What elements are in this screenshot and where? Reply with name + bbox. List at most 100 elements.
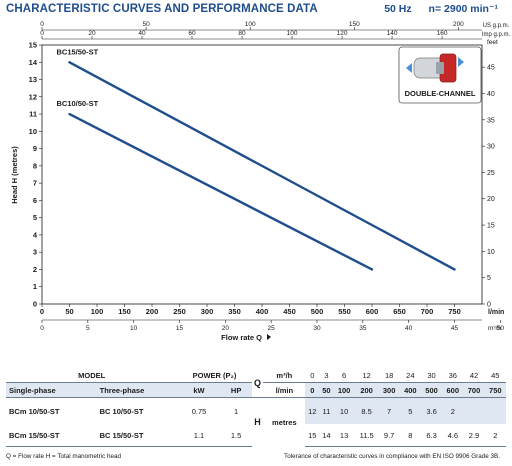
y-tick-label: 13 xyxy=(29,75,37,84)
x-tick-label: 250 xyxy=(173,307,186,316)
single-phase-header: Single-phase xyxy=(6,382,97,398)
impgpm-tick-label: 120 xyxy=(337,30,348,37)
x-tick-label: 300 xyxy=(201,307,214,316)
q-lmin-5: 400 xyxy=(399,382,421,398)
x-tick-label: 200 xyxy=(146,307,159,316)
x-tick-label: 600 xyxy=(366,307,379,316)
impgpm-tick-label: 160 xyxy=(437,30,448,37)
head-value: 11.5 xyxy=(354,424,379,447)
m3h-tick-label: 0 xyxy=(40,325,44,332)
x-tick-label: 400 xyxy=(256,307,269,316)
kw-header: kW xyxy=(177,382,221,398)
h-header: H xyxy=(254,417,261,428)
x-axis-arrow-icon xyxy=(267,334,271,340)
head-value: 8 xyxy=(399,424,421,447)
m3h-tick-label: 20 xyxy=(222,325,230,332)
m3h-tick-label: 40 xyxy=(405,325,413,332)
m3h-unit-label: m³/h xyxy=(488,325,501,332)
right-tick-label: 25 xyxy=(487,170,495,177)
m3h-label: m³/h xyxy=(263,368,306,383)
speed: n= 2900 min⁻¹ xyxy=(428,3,498,15)
head-value: 2 xyxy=(442,397,464,424)
m3h-tick-label: 10 xyxy=(130,325,138,332)
q-m3h-9: 45 xyxy=(484,368,506,383)
power-kw: 1.1 xyxy=(177,424,221,447)
power-hp: 1.5 xyxy=(220,424,252,447)
power-hp: 1 xyxy=(234,406,239,416)
uspgm-tick-label: 150 xyxy=(349,21,360,28)
curve-line xyxy=(68,112,374,271)
y-tick-label: 1 xyxy=(33,282,37,291)
q-m3h-2: 6 xyxy=(333,368,355,383)
q-lmin-1: 50 xyxy=(319,382,334,398)
x-tick-label: 50 xyxy=(65,307,73,316)
q-lmin-8: 700 xyxy=(463,382,485,398)
q-lmin-3: 200 xyxy=(354,382,379,398)
curve-label: BC15/50-ST xyxy=(57,47,99,56)
head-value xyxy=(484,397,506,424)
model-header: MODEL xyxy=(6,368,178,383)
q-m3h-0: 0 xyxy=(305,368,320,383)
uspgm-tick-label: 200 xyxy=(453,21,464,28)
m3h-tick-label: 15 xyxy=(176,325,184,332)
right-tick-label: 40 xyxy=(487,91,495,98)
x-tick-label: 0 xyxy=(40,307,44,316)
uspgm-tick-label: 0 xyxy=(40,21,44,28)
right-tick-label: 45 xyxy=(487,65,495,72)
q-header: Q xyxy=(251,368,264,398)
head-value: 10 xyxy=(333,397,355,424)
m3h-tick-label: 45 xyxy=(451,325,459,332)
head-value: 7 xyxy=(378,397,400,424)
y-tick-label: 15 xyxy=(29,41,37,50)
impgpm-tick-label: 100 xyxy=(287,30,298,37)
right-tick-label: 10 xyxy=(487,249,495,256)
right-tick-label: 15 xyxy=(487,223,495,230)
q-lmin-0: 0 xyxy=(305,382,320,398)
double-channel-inset: DOUBLE-CHANNEL xyxy=(398,46,482,104)
footer-tolerance: Tolerance of characteristic curves in co… xyxy=(284,453,500,460)
operating-conditions: 50 Hz n= 2900 min⁻¹ xyxy=(384,3,498,15)
curve-line xyxy=(68,61,456,271)
impgpm-tick-label: 0 xyxy=(40,30,44,37)
hp-header: HP xyxy=(220,382,252,398)
q-m3h-4: 18 xyxy=(378,368,400,383)
top-axes: 0 50 100 150 200 US g.p.m. 0 20 40 60 80 100 120 140 1… xyxy=(40,21,511,40)
lmin-label: l/min xyxy=(263,382,306,398)
y-tick-label: 4 xyxy=(33,230,38,239)
uspgm-tick-label: 100 xyxy=(245,21,256,28)
three-phase-header: Three-phase xyxy=(96,382,178,398)
y-tick-label: 12 xyxy=(29,92,37,101)
y-tick-label: 9 xyxy=(33,144,37,153)
inset-label: DOUBLE-CHANNEL xyxy=(405,89,476,98)
y-tick-label: 14 xyxy=(29,58,38,67)
impeller-icon xyxy=(406,53,464,83)
m3h-tick-label: 30 xyxy=(313,325,321,332)
page-title: CHARACTERISTIC CURVES AND PERFORMANCE DA… xyxy=(6,3,318,15)
footer-legend: Q = Flow rate H = Total manometric head xyxy=(6,453,122,460)
impgpm-tick-label: 40 xyxy=(138,30,146,37)
q-lmin-7: 600 xyxy=(442,382,464,398)
head-value: 9.7 xyxy=(378,424,400,447)
x-tick-label: 100 xyxy=(91,307,104,316)
head-value: 11 xyxy=(319,397,334,424)
impgpm-unit-label: Imp g.p.m. xyxy=(482,32,511,38)
power-header: POWER (P₂) xyxy=(177,368,252,383)
y-tick-label: 10 xyxy=(29,127,37,136)
impgpm-tick-label: 140 xyxy=(387,30,398,37)
right-tick-label: 20 xyxy=(487,196,495,203)
y-tick-label: 2 xyxy=(33,265,37,274)
right-tick-label: 30 xyxy=(487,144,495,151)
power-kw: 0.75 xyxy=(191,406,207,416)
head-value: 15 xyxy=(305,424,320,447)
y-tick-label: 3 xyxy=(33,248,37,257)
curve-label: BC10/50-ST xyxy=(57,99,99,108)
frequency: 50 Hz xyxy=(384,3,412,15)
x-tick-label: 450 xyxy=(283,307,296,316)
m3h-tick-label: 25 xyxy=(268,325,276,332)
head-value: 2.9 xyxy=(463,424,485,447)
y-tick-label: 11 xyxy=(29,110,37,119)
uspgm-unit-label: US g.p.m. xyxy=(483,23,510,29)
q-m3h-6: 30 xyxy=(420,368,443,383)
impgpm-tick-label: 20 xyxy=(88,30,96,37)
